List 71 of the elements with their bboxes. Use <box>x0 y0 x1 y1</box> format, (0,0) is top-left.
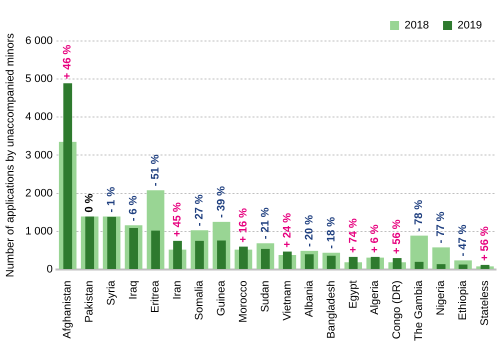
y-tick-label: 2 000 <box>25 187 53 200</box>
bar <box>85 216 94 269</box>
y-tick-label: 5 000 <box>25 73 53 86</box>
bar <box>151 230 160 269</box>
x-tick-label: Bangladesh <box>325 280 338 339</box>
bar <box>414 262 424 269</box>
x-tick-label: Sudan <box>259 280 272 312</box>
bar <box>326 256 336 269</box>
bar <box>195 240 204 269</box>
x-tick-label: Vietnam <box>281 280 294 321</box>
x-tick-label: Stateless <box>479 280 492 326</box>
y-tick-label: 1 000 <box>25 225 53 238</box>
x-tick-label: Iraq <box>128 280 140 300</box>
bar <box>173 240 182 269</box>
x-tick-label: Albania <box>303 280 316 318</box>
legend-label: 2019 <box>458 20 482 32</box>
y-tick-label: 3 000 <box>25 149 53 162</box>
x-tick-label: Somalia <box>194 280 206 320</box>
x-tick-label: Morocco <box>237 280 250 323</box>
annotation: - 39 % <box>215 186 228 218</box>
annotation: - 51 % <box>150 154 162 186</box>
bar <box>129 228 138 269</box>
y-tick-label: 4 000 <box>25 111 53 124</box>
annotation: + 16 % <box>237 208 250 243</box>
bar <box>348 256 358 269</box>
y-tick-label: 0 <box>46 264 53 276</box>
annotation: + 56 % <box>391 219 404 254</box>
annotation: + 46 % <box>62 44 74 80</box>
bar <box>282 252 292 269</box>
bar <box>304 254 314 269</box>
x-tick-label: Congo (DR) <box>391 280 404 340</box>
legend-label: 2018 <box>404 20 430 32</box>
bar <box>392 258 402 269</box>
annotation: - 18 % <box>325 216 338 249</box>
bar <box>410 236 428 269</box>
annotation: - 6 % <box>128 195 140 222</box>
x-tick-label: Afghanistan <box>62 280 74 339</box>
bar <box>63 83 72 269</box>
y-axis-title: Number of applications by unaccompanied minors <box>4 32 17 278</box>
x-tick-label: Ethiopia <box>457 280 470 320</box>
annotation: + 45 % <box>172 202 184 237</box>
x-tick-label: Nigeria <box>435 280 448 316</box>
annotation: 0 % <box>84 193 96 213</box>
bar <box>107 216 116 269</box>
bar <box>217 240 226 269</box>
bar <box>458 264 468 269</box>
annotation: + 6 % <box>369 224 382 253</box>
annotation: - 20 % <box>303 214 316 247</box>
bar <box>480 264 490 269</box>
bar <box>239 246 248 269</box>
x-tick-label: Pakistan <box>84 280 96 323</box>
annotation: - 27 % <box>194 194 206 226</box>
annotation: - 21 % <box>259 207 272 240</box>
annotation: + 74 % <box>347 218 360 253</box>
x-tick-label: Guinea <box>215 280 228 316</box>
x-tick-label: Iran <box>172 280 184 300</box>
annotation: - 47 % <box>457 224 470 256</box>
x-tick-label: Algeria <box>369 280 382 315</box>
annotation: - 77 % <box>435 211 448 244</box>
annotation: - 1 % <box>106 186 118 213</box>
annotation: + 24 % <box>281 212 294 248</box>
annotation: + 56 % <box>479 226 492 261</box>
x-tick-label: Egypt <box>347 280 360 309</box>
annotation: - 78 % <box>413 200 426 232</box>
x-tick-label: The Gambia <box>413 280 426 342</box>
x-tick-label: Eritrea <box>150 280 162 313</box>
bar <box>436 264 446 269</box>
y-tick-label: 6 000 <box>25 35 53 48</box>
bar <box>260 248 270 269</box>
bar <box>370 256 380 269</box>
x-tick-label: Syria <box>106 280 118 306</box>
